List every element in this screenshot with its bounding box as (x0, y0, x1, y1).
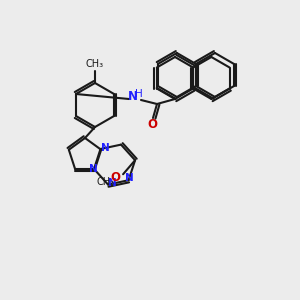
Text: N: N (125, 173, 134, 183)
Text: N: N (128, 91, 138, 103)
Text: O: O (147, 118, 157, 131)
Text: N: N (101, 143, 110, 153)
Text: N: N (88, 164, 98, 174)
Text: CH₃: CH₃ (96, 177, 114, 187)
Text: CH₃: CH₃ (86, 59, 104, 69)
Text: N: N (108, 178, 116, 188)
Text: O: O (110, 171, 120, 184)
Text: H: H (135, 89, 143, 99)
